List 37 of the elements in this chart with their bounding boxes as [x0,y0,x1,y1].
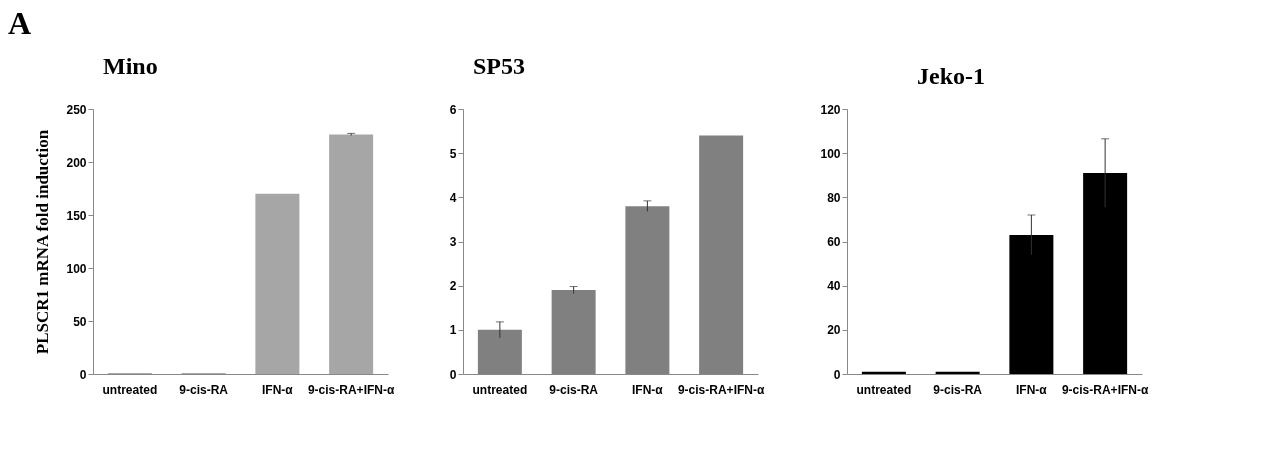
y-tick-label: 1 [449,323,457,338]
y-tick-label: 100 [66,261,87,276]
x-tick-label: 9-cis-RA [549,382,599,397]
y-axis-title: PLSCR1 mRNA fold induction [33,129,53,355]
y-tick-label: 80 [827,190,841,205]
text: A [8,5,32,41]
chart-title: SP53 [473,53,526,79]
x-tick-label: 9-cis-RA+IFN-α [1061,382,1149,397]
y-tick-label: 0 [79,367,87,382]
chart-title: Mino [103,53,158,79]
y-tick-label: 6 [449,102,457,117]
y-tick-label: 4 [449,190,457,205]
y-tick-label: 120 [820,102,841,117]
x-tick-label: 9-cis-RA [179,382,229,397]
y-tick-label: 60 [827,235,841,249]
x-tick-label: untreated [472,382,528,397]
x-tick-label: IFN-α [1016,382,1048,397]
x-tick-label: 9-cis-RA+IFN-α [307,382,395,397]
y-tick-label: 40 [827,279,841,294]
y-tick-label: 0 [449,367,457,382]
y-tick-label: 20 [827,323,841,338]
y-tick-label: 200 [66,155,87,170]
y-tick-label: 2 [449,279,457,294]
y-tick-label: 0 [833,367,841,382]
y-tick-label: 100 [820,146,841,161]
y-tick-label: 150 [66,208,87,223]
x-tick-label: 9-cis-RA [933,382,983,397]
x-tick-label: untreated [856,382,912,397]
y-tick-label: 50 [73,314,87,329]
x-tick-label: IFN-α [632,382,664,397]
y-tick-label: 250 [66,102,87,117]
x-tick-label: IFN-α [262,382,294,397]
x-tick-label: 9-cis-RA+IFN-α [677,382,765,397]
y-tick-label: 5 [449,146,457,161]
chart-title: Jeko-1 [917,63,985,89]
x-tick-label: untreated [102,382,158,397]
y-tick-label: 3 [449,235,457,249]
